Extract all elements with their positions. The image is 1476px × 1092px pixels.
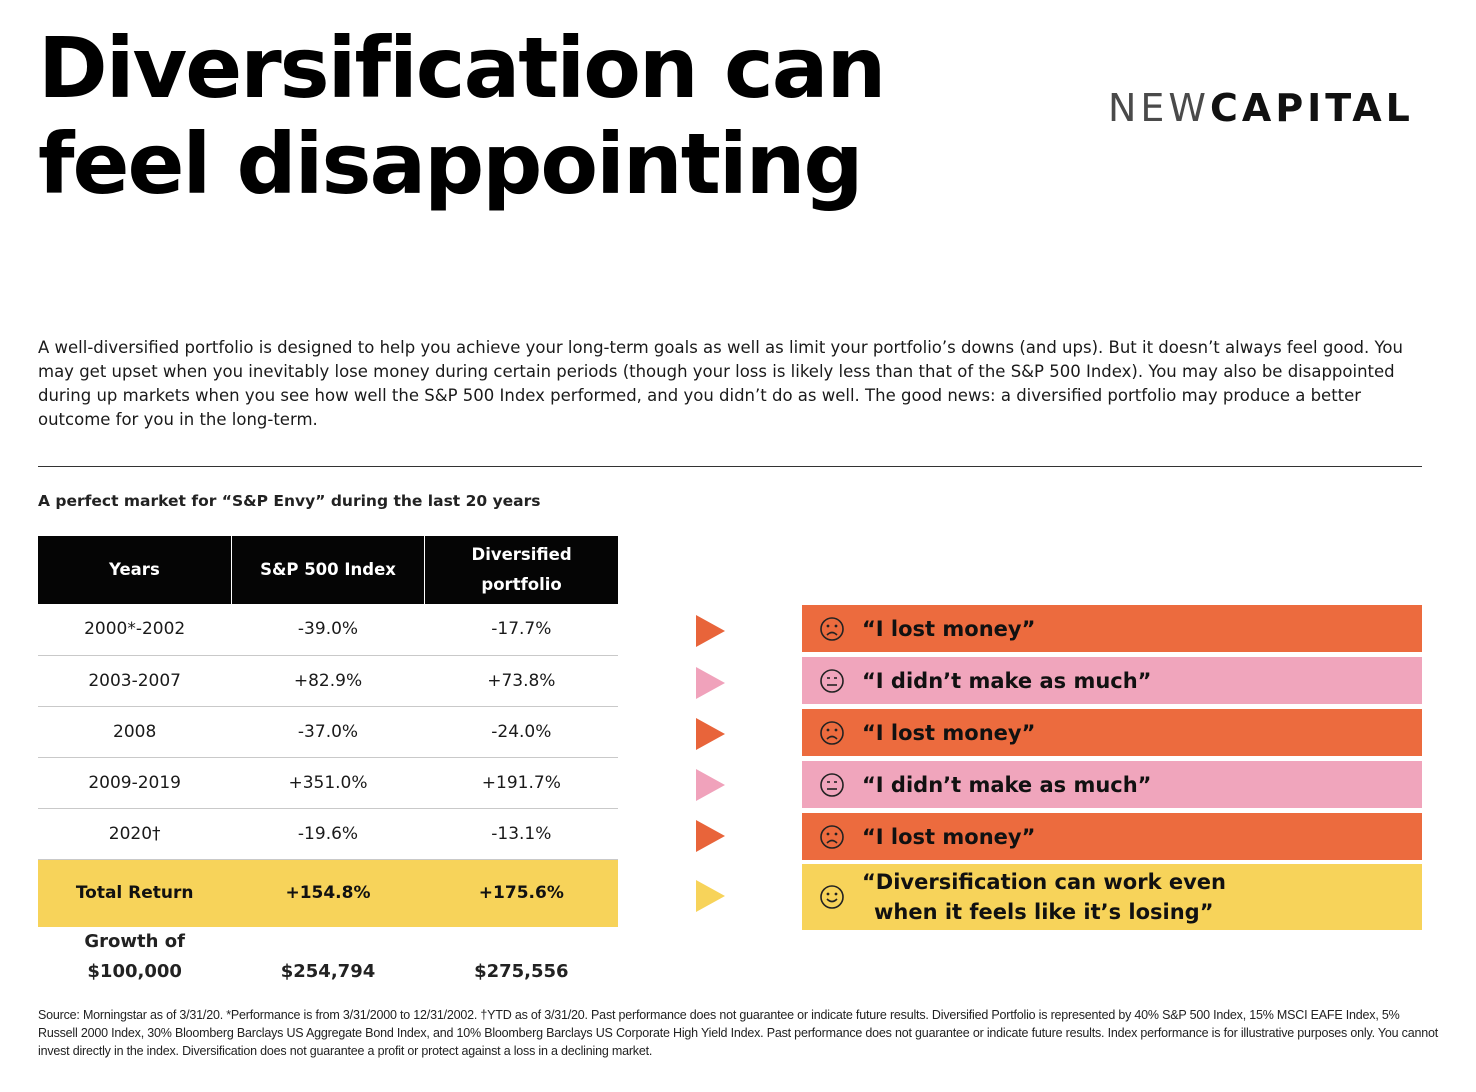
cell-sp500: -39.0% [231, 604, 425, 656]
feeling-bar-didnt-make-as-much: “I didn’t make as much” [802, 761, 1422, 808]
cell-sp500: -37.0% [231, 706, 425, 758]
returns-table: Years S&P 500 Index Diversified portfoli… [38, 536, 618, 987]
total-diversified: +175.6% [424, 859, 618, 927]
arrow-right-icon [696, 718, 725, 750]
neutral-face-icon [802, 668, 862, 694]
growth-diversified: $275,556 [474, 961, 569, 982]
brand-logo: NEWCAPITAL [1108, 86, 1414, 130]
cell-years: 2003-2007 [38, 655, 232, 707]
frown-icon [802, 616, 862, 642]
table-subtitle: A perfect market for “S&P Envy” during t… [38, 492, 541, 510]
cell-years: 2020† [38, 808, 232, 860]
feeling-text: “I didn’t make as much” [862, 772, 1152, 797]
growth-label: Growth of $100,000 [38, 927, 231, 987]
cell-years: 2000*-2002 [38, 604, 232, 656]
table-row: 2000*-2002 -39.0% -17.7% [38, 604, 618, 656]
growth-label-line-2: $100,000 [87, 961, 182, 982]
feeling-bar-lost-money: “I lost money” [802, 709, 1422, 756]
table-header-row: Years S&P 500 Index Diversified portfoli… [38, 536, 618, 604]
page-title: Diversification can feel disappointing [38, 20, 1038, 212]
header-years: Years [38, 536, 232, 604]
smile-icon [802, 884, 862, 910]
arrow-right-icon [696, 615, 725, 647]
cell-diversified: -17.7% [424, 604, 618, 656]
feeling-bar-diversification-works: “Diversification can work even when it f… [802, 864, 1422, 930]
table-row: 2008 -37.0% -24.0% [38, 706, 618, 758]
source-footnote: Source: Morningstar as of 3/31/20. *Perf… [38, 1008, 1438, 1058]
growth-label-line-1: Growth of [84, 931, 185, 952]
intro-paragraph: A well-diversified portfolio is designed… [38, 338, 1403, 429]
logo-part-2: CAPITAL [1210, 86, 1414, 130]
feeling-bar-lost-money: “I lost money” [802, 813, 1422, 860]
arrow-right-icon [696, 820, 725, 852]
table-row: 2003-2007 +82.9% +73.8% [38, 655, 618, 707]
cell-sp500: -19.6% [231, 808, 425, 860]
feeling-text-line-2: when it feels like it’s losing” [874, 900, 1214, 924]
feeling-text: “I didn’t make as much” [862, 668, 1152, 693]
cell-diversified: -24.0% [424, 706, 618, 758]
feeling-text-line-1: “Diversification can work even [862, 870, 1226, 894]
total-label: Total Return [38, 859, 232, 927]
feeling-text: “Diversification can work even when it f… [862, 867, 1226, 927]
feeling-text: “I lost money” [862, 616, 1036, 641]
table-row: 2009-2019 +351.0% +191.7% [38, 757, 618, 809]
growth-sp500: $254,794 [280, 961, 376, 982]
header-sp500: S&P 500 Index [231, 536, 426, 604]
growth-row: Growth of $100,000 $254,794 $275,556 [38, 927, 618, 987]
cell-diversified: +73.8% [424, 655, 618, 707]
table-row: 2020† -19.6% -13.1% [38, 808, 618, 860]
feeling-text: “I lost money” [862, 824, 1036, 849]
header-diversified-label: Diversified portfolio [471, 545, 572, 594]
section-divider [38, 466, 1422, 467]
total-return-row: Total Return +154.8% +175.6% [38, 859, 618, 927]
frown-icon [802, 824, 862, 850]
cell-sp500: +82.9% [231, 655, 425, 707]
cell-sp500: +351.0% [231, 757, 425, 809]
cell-diversified: -13.1% [424, 808, 618, 860]
header-diversified: Diversified portfolio [424, 536, 618, 604]
feeling-text: “I lost money” [862, 720, 1036, 745]
feeling-bar-lost-money: “I lost money” [802, 605, 1422, 652]
cell-years: 2009-2019 [38, 757, 232, 809]
frown-icon [802, 720, 862, 746]
arrow-right-icon [696, 880, 725, 912]
arrow-right-icon [696, 769, 725, 801]
title-line-1: Diversification can [38, 19, 886, 117]
logo-part-1: NEW [1108, 86, 1211, 130]
feeling-bar-didnt-make-as-much: “I didn’t make as much” [802, 657, 1422, 704]
cell-years: 2008 [38, 706, 232, 758]
arrow-right-icon [696, 667, 725, 699]
total-sp500: +154.8% [231, 859, 425, 927]
title-line-2: feel disappointing [38, 115, 864, 213]
cell-diversified: +191.7% [424, 757, 618, 809]
neutral-face-icon [802, 772, 862, 798]
